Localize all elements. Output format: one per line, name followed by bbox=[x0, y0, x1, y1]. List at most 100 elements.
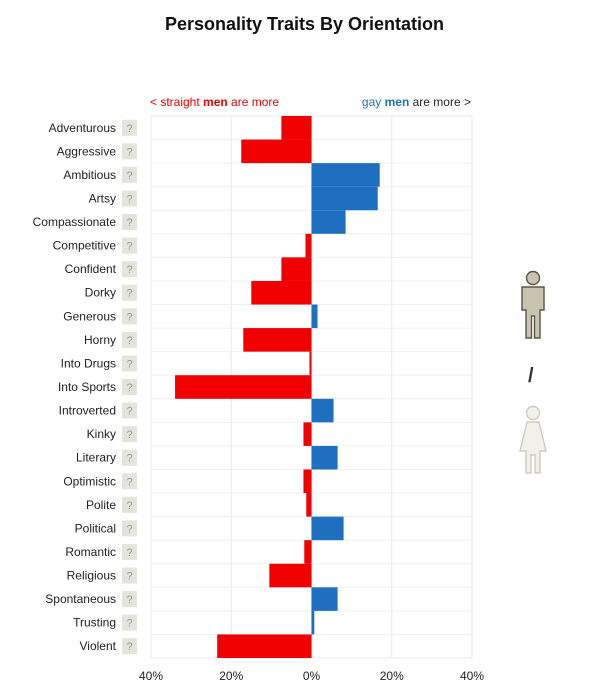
help-icon bbox=[122, 496, 137, 513]
category-label: Adventurous bbox=[49, 121, 116, 135]
help-marker: ? bbox=[126, 641, 132, 653]
help-marker: ? bbox=[126, 170, 132, 182]
category-label: Dorky bbox=[85, 286, 116, 300]
left-header-pre: < straight bbox=[150, 95, 204, 109]
help-icon bbox=[122, 520, 137, 537]
category-label: Compassionate bbox=[33, 215, 117, 229]
help-icon bbox=[122, 331, 137, 348]
help-marker: ? bbox=[126, 264, 132, 276]
help-icon bbox=[122, 473, 137, 490]
bar bbox=[311, 610, 315, 635]
category-label: Spontaneous bbox=[45, 592, 116, 606]
right-header-bold: men bbox=[384, 95, 410, 109]
category-label: Competitive bbox=[53, 239, 117, 253]
bar bbox=[269, 563, 312, 588]
bar bbox=[281, 116, 312, 140]
category-label: Romantic bbox=[65, 545, 116, 559]
help-icon bbox=[122, 402, 137, 419]
category-label: Polite bbox=[86, 498, 116, 512]
right-header-post: are more > bbox=[409, 95, 471, 109]
help-marker: ? bbox=[126, 500, 132, 512]
help-icon bbox=[122, 237, 137, 254]
right-header-pre: gay bbox=[361, 95, 385, 109]
bar bbox=[303, 469, 312, 494]
help-marker: ? bbox=[126, 358, 132, 370]
bar bbox=[305, 233, 312, 258]
bar bbox=[311, 445, 338, 470]
category-label: Trusting bbox=[73, 616, 116, 630]
x-tick-label: 40% bbox=[460, 669, 484, 683]
category-label: Ambitious bbox=[63, 168, 116, 182]
bar bbox=[311, 210, 346, 234]
help-marker: ? bbox=[126, 429, 132, 441]
category-label: Violent bbox=[80, 639, 117, 653]
bar bbox=[311, 516, 344, 541]
category-label: Horny bbox=[84, 333, 116, 347]
category-label: Artsy bbox=[89, 191, 116, 205]
help-marker: ? bbox=[126, 406, 132, 418]
help-marker: ? bbox=[126, 476, 132, 488]
help-marker: ? bbox=[126, 382, 132, 394]
help-icon bbox=[122, 543, 137, 560]
help-icon bbox=[122, 119, 137, 136]
help-marker: ? bbox=[126, 288, 132, 300]
help-icon bbox=[122, 426, 137, 443]
help-marker: ? bbox=[126, 335, 132, 347]
left-header: < straight men are more bbox=[150, 95, 279, 109]
help-marker: ? bbox=[126, 453, 132, 465]
x-tick-label: 20% bbox=[219, 669, 243, 683]
help-icon bbox=[122, 449, 137, 466]
bar bbox=[303, 422, 312, 446]
help-icon bbox=[122, 614, 137, 631]
bar bbox=[217, 634, 312, 658]
help-marker: ? bbox=[126, 594, 132, 606]
help-marker: ? bbox=[126, 571, 132, 583]
bar bbox=[175, 375, 312, 399]
male-icon[interactable] bbox=[516, 270, 550, 340]
toggle-separator: / bbox=[528, 365, 534, 387]
help-icon bbox=[122, 567, 137, 584]
help-marker: ? bbox=[126, 217, 132, 229]
category-label: Optimistic bbox=[63, 474, 116, 488]
right-header: gay men are more > bbox=[362, 95, 471, 109]
help-marker: ? bbox=[126, 193, 132, 205]
gender-toggle: / bbox=[508, 270, 558, 480]
left-header-post: are more bbox=[227, 95, 280, 109]
bar bbox=[306, 493, 312, 517]
category-label: Aggressive bbox=[57, 144, 117, 158]
help-marker: ? bbox=[126, 311, 132, 323]
bar bbox=[243, 328, 312, 352]
category-label: Confident bbox=[65, 262, 117, 276]
help-marker: ? bbox=[126, 547, 132, 559]
bar bbox=[281, 257, 312, 281]
category-label: Into Drugs bbox=[61, 356, 116, 370]
x-tick-label: 40% bbox=[139, 669, 163, 683]
category-label: Introverted bbox=[59, 404, 116, 418]
category-label: Literary bbox=[76, 451, 116, 465]
bar bbox=[309, 351, 312, 376]
help-icon bbox=[122, 143, 137, 160]
help-icon bbox=[122, 214, 137, 231]
category-label: Generous bbox=[63, 309, 116, 323]
help-icon bbox=[122, 591, 137, 608]
help-icon bbox=[122, 379, 137, 395]
help-icon bbox=[122, 190, 137, 207]
bar bbox=[311, 587, 338, 611]
help-marker: ? bbox=[126, 146, 132, 158]
help-icon bbox=[122, 166, 137, 183]
bar bbox=[311, 304, 318, 329]
category-label: Political bbox=[75, 521, 116, 535]
help-marker: ? bbox=[126, 523, 132, 535]
x-tick-label: 0% bbox=[303, 669, 321, 683]
female-icon[interactable] bbox=[516, 405, 550, 475]
category-label: Religious bbox=[67, 569, 116, 583]
help-marker: ? bbox=[126, 123, 132, 135]
help-icon bbox=[122, 638, 137, 655]
bar bbox=[311, 163, 380, 187]
help-icon bbox=[122, 261, 137, 278]
bar bbox=[311, 398, 334, 423]
left-header-bold: men bbox=[203, 95, 228, 109]
bar bbox=[241, 139, 312, 164]
x-tick-label: 20% bbox=[380, 669, 404, 683]
